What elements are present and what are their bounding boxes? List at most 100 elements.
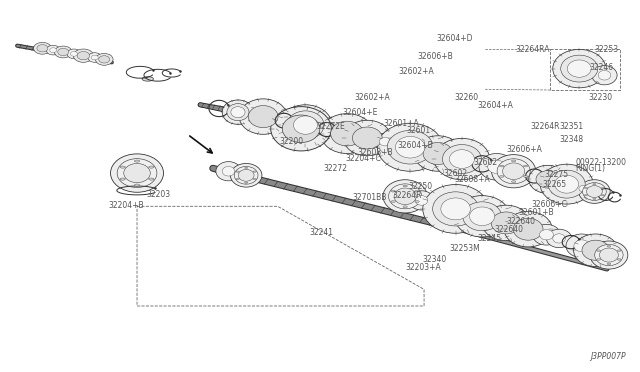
Text: 32200: 32200 bbox=[279, 137, 303, 146]
Ellipse shape bbox=[504, 211, 552, 247]
Ellipse shape bbox=[595, 244, 623, 266]
Ellipse shape bbox=[511, 160, 516, 162]
Ellipse shape bbox=[502, 163, 525, 180]
Text: 32230: 32230 bbox=[588, 93, 612, 102]
Ellipse shape bbox=[321, 113, 374, 154]
Ellipse shape bbox=[142, 77, 154, 81]
Ellipse shape bbox=[282, 115, 320, 142]
Ellipse shape bbox=[529, 165, 566, 193]
Text: 322640: 322640 bbox=[495, 225, 524, 234]
Text: 32602+A: 32602+A bbox=[355, 93, 390, 102]
Ellipse shape bbox=[409, 191, 434, 210]
Ellipse shape bbox=[596, 259, 600, 260]
Ellipse shape bbox=[497, 159, 530, 184]
Text: 32253: 32253 bbox=[595, 45, 618, 54]
Ellipse shape bbox=[238, 169, 254, 181]
Text: 32606+B: 32606+B bbox=[418, 52, 454, 61]
Ellipse shape bbox=[415, 196, 428, 205]
Ellipse shape bbox=[234, 166, 258, 184]
Ellipse shape bbox=[617, 250, 621, 251]
Ellipse shape bbox=[134, 184, 140, 186]
Text: 32250: 32250 bbox=[408, 182, 433, 191]
Text: 32203+A: 32203+A bbox=[405, 263, 441, 272]
Ellipse shape bbox=[488, 160, 506, 173]
Text: 32602+A: 32602+A bbox=[399, 67, 435, 76]
Text: 32604+B: 32604+B bbox=[397, 141, 433, 150]
Ellipse shape bbox=[111, 154, 164, 192]
Ellipse shape bbox=[50, 48, 56, 52]
Ellipse shape bbox=[574, 240, 589, 252]
Ellipse shape bbox=[387, 131, 433, 164]
Ellipse shape bbox=[231, 107, 245, 118]
Ellipse shape bbox=[148, 166, 154, 168]
Ellipse shape bbox=[566, 234, 598, 258]
Ellipse shape bbox=[403, 206, 407, 208]
Ellipse shape bbox=[524, 165, 528, 167]
Text: 32203: 32203 bbox=[147, 190, 171, 199]
Text: 32602: 32602 bbox=[473, 157, 497, 167]
Text: 32272: 32272 bbox=[323, 164, 347, 173]
Ellipse shape bbox=[513, 218, 543, 240]
Ellipse shape bbox=[391, 190, 396, 192]
Ellipse shape bbox=[222, 100, 253, 124]
Ellipse shape bbox=[553, 49, 605, 88]
Ellipse shape bbox=[148, 178, 154, 180]
Ellipse shape bbox=[536, 171, 559, 188]
Ellipse shape bbox=[253, 178, 256, 180]
Text: 32608+B: 32608+B bbox=[358, 148, 394, 157]
Text: 00922-13200: 00922-13200 bbox=[575, 157, 627, 167]
Text: 32264R: 32264R bbox=[392, 191, 422, 200]
Text: 32701BB: 32701BB bbox=[352, 193, 387, 202]
Ellipse shape bbox=[482, 205, 530, 241]
Ellipse shape bbox=[120, 166, 125, 168]
Ellipse shape bbox=[58, 48, 68, 56]
Ellipse shape bbox=[294, 116, 317, 134]
Ellipse shape bbox=[378, 123, 443, 171]
Ellipse shape bbox=[548, 170, 585, 198]
Ellipse shape bbox=[99, 56, 109, 63]
Text: 32348: 32348 bbox=[560, 135, 584, 144]
Ellipse shape bbox=[575, 182, 591, 195]
Ellipse shape bbox=[236, 178, 239, 180]
Ellipse shape bbox=[394, 188, 416, 205]
Ellipse shape bbox=[396, 137, 425, 158]
Ellipse shape bbox=[593, 183, 596, 185]
Ellipse shape bbox=[239, 99, 287, 134]
Text: 32606+A: 32606+A bbox=[506, 145, 542, 154]
Ellipse shape bbox=[415, 190, 419, 192]
Ellipse shape bbox=[388, 184, 422, 209]
Ellipse shape bbox=[383, 180, 428, 213]
Ellipse shape bbox=[540, 164, 593, 204]
Text: 322640: 322640 bbox=[506, 217, 535, 225]
Ellipse shape bbox=[442, 145, 481, 173]
Ellipse shape bbox=[244, 167, 248, 169]
Text: 32260: 32260 bbox=[454, 93, 479, 102]
Text: 32253M: 32253M bbox=[449, 244, 480, 253]
Text: 32606+C: 32606+C bbox=[531, 200, 567, 209]
Text: 32272E: 32272E bbox=[317, 122, 346, 131]
Ellipse shape bbox=[37, 45, 48, 52]
Ellipse shape bbox=[380, 137, 390, 146]
Ellipse shape bbox=[227, 104, 249, 121]
Ellipse shape bbox=[584, 195, 588, 196]
Ellipse shape bbox=[236, 171, 239, 172]
Text: 32601+A: 32601+A bbox=[383, 119, 419, 128]
Ellipse shape bbox=[287, 111, 324, 139]
Text: 32264RA: 32264RA bbox=[516, 45, 550, 54]
Ellipse shape bbox=[95, 54, 113, 65]
Ellipse shape bbox=[134, 160, 140, 162]
Text: 32604+D: 32604+D bbox=[436, 34, 473, 43]
Ellipse shape bbox=[54, 46, 72, 58]
Text: 32601+B: 32601+B bbox=[518, 208, 554, 217]
Ellipse shape bbox=[524, 176, 528, 177]
Ellipse shape bbox=[271, 107, 332, 151]
Ellipse shape bbox=[553, 234, 565, 243]
Ellipse shape bbox=[463, 202, 502, 231]
Text: 32265: 32265 bbox=[543, 180, 567, 189]
Ellipse shape bbox=[602, 187, 605, 189]
Text: 32264R: 32264R bbox=[530, 122, 559, 131]
Ellipse shape bbox=[216, 161, 241, 181]
Text: 32241: 32241 bbox=[309, 228, 333, 237]
Ellipse shape bbox=[92, 55, 98, 60]
Ellipse shape bbox=[582, 240, 609, 260]
